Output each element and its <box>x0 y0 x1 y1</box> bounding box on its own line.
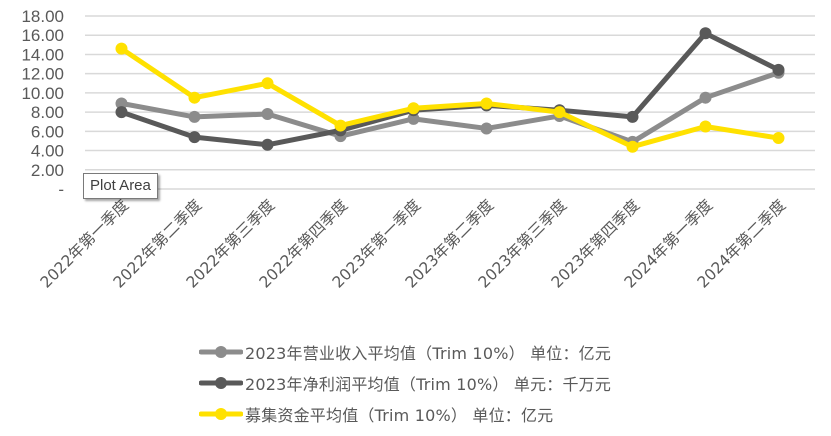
legend-item-net-profit[interactable]: 2023年净利润平均值（Trim 10%） 单元：千万元 <box>199 367 611 398</box>
data-point[interactable] <box>480 122 493 135</box>
line-chart: -2.004.006.008.0010.0012.0014.0016.0018.… <box>21 7 815 292</box>
plot-area[interactable] <box>115 27 785 153</box>
legend-item-raised-funds[interactable]: 募集资金平均值（Trim 10%） 单位：亿元 <box>199 398 611 429</box>
data-point[interactable] <box>699 91 712 104</box>
data-point[interactable] <box>188 131 201 144</box>
legend-label: 2023年营业收入平均值（Trim 10%） 单位：亿元 <box>245 343 612 363</box>
legend-marker-icon <box>199 407 243 420</box>
y-tick-label: 8.00 <box>31 103 64 122</box>
y-tick-label: - <box>58 180 64 199</box>
data-point[interactable] <box>553 106 566 119</box>
data-point[interactable] <box>334 119 347 132</box>
data-point[interactable] <box>699 27 712 40</box>
data-point[interactable] <box>261 138 274 151</box>
data-point[interactable] <box>626 110 639 123</box>
y-axis: -2.004.006.008.0010.0012.0014.0016.0018.… <box>21 7 64 199</box>
y-tick-label: 16.00 <box>21 26 64 45</box>
legend: 2023年营业收入平均值（Trim 10%） 单位：亿元 2023年净利润平均值… <box>199 336 611 429</box>
data-point[interactable] <box>115 42 128 55</box>
series-line[interactable] <box>115 42 785 153</box>
legend-marker-icon <box>199 345 243 358</box>
plot-area-tooltip: Plot Area <box>83 173 158 199</box>
data-point[interactable] <box>188 110 201 123</box>
x-axis: 2022年第一季度2022年第二季度2022年第三季度2022年第四季度2023… <box>37 196 789 291</box>
y-tick-label: 4.00 <box>31 142 64 161</box>
y-tick-label: 6.00 <box>31 122 64 141</box>
data-point[interactable] <box>261 77 274 90</box>
data-point[interactable] <box>407 102 420 115</box>
data-point[interactable] <box>772 132 785 145</box>
y-tick-label: 2.00 <box>31 161 64 180</box>
legend-label: 2023年净利润平均值（Trim 10%） 单元：千万元 <box>245 374 612 394</box>
legend-marker-icon <box>199 376 243 389</box>
data-point[interactable] <box>480 97 493 110</box>
data-point[interactable] <box>115 106 128 119</box>
data-point[interactable] <box>261 108 274 121</box>
data-point[interactable] <box>407 112 420 125</box>
legend-label: 募集资金平均值（Trim 10%） 单位：亿元 <box>245 405 554 425</box>
data-point[interactable] <box>772 63 785 76</box>
y-tick-label: 12.00 <box>21 65 64 84</box>
legend-item-revenue[interactable]: 2023年营业收入平均值（Trim 10%） 单位：亿元 <box>199 336 611 367</box>
y-tick-label: 18.00 <box>21 7 64 26</box>
data-point[interactable] <box>699 120 712 133</box>
y-tick-label: 14.00 <box>21 45 64 64</box>
data-point[interactable] <box>626 140 639 153</box>
y-tick-label: 10.00 <box>21 84 64 103</box>
data-point[interactable] <box>188 91 201 104</box>
data-point[interactable] <box>115 97 128 110</box>
